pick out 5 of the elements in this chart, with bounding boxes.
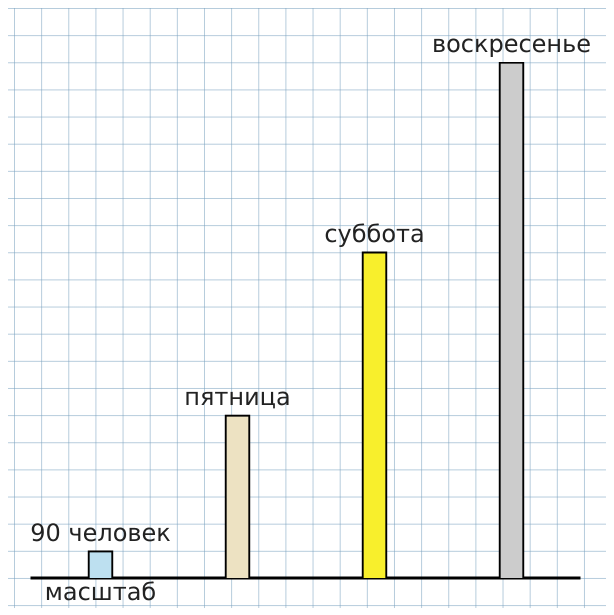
- x-tick-label: пятница: [184, 383, 291, 412]
- annotation: масштаб: [44, 578, 156, 606]
- x-tick-label: 90 человек: [30, 518, 171, 547]
- x-tick-label: суббота: [324, 220, 425, 248]
- x-tick-label: воскресенье: [432, 30, 592, 58]
